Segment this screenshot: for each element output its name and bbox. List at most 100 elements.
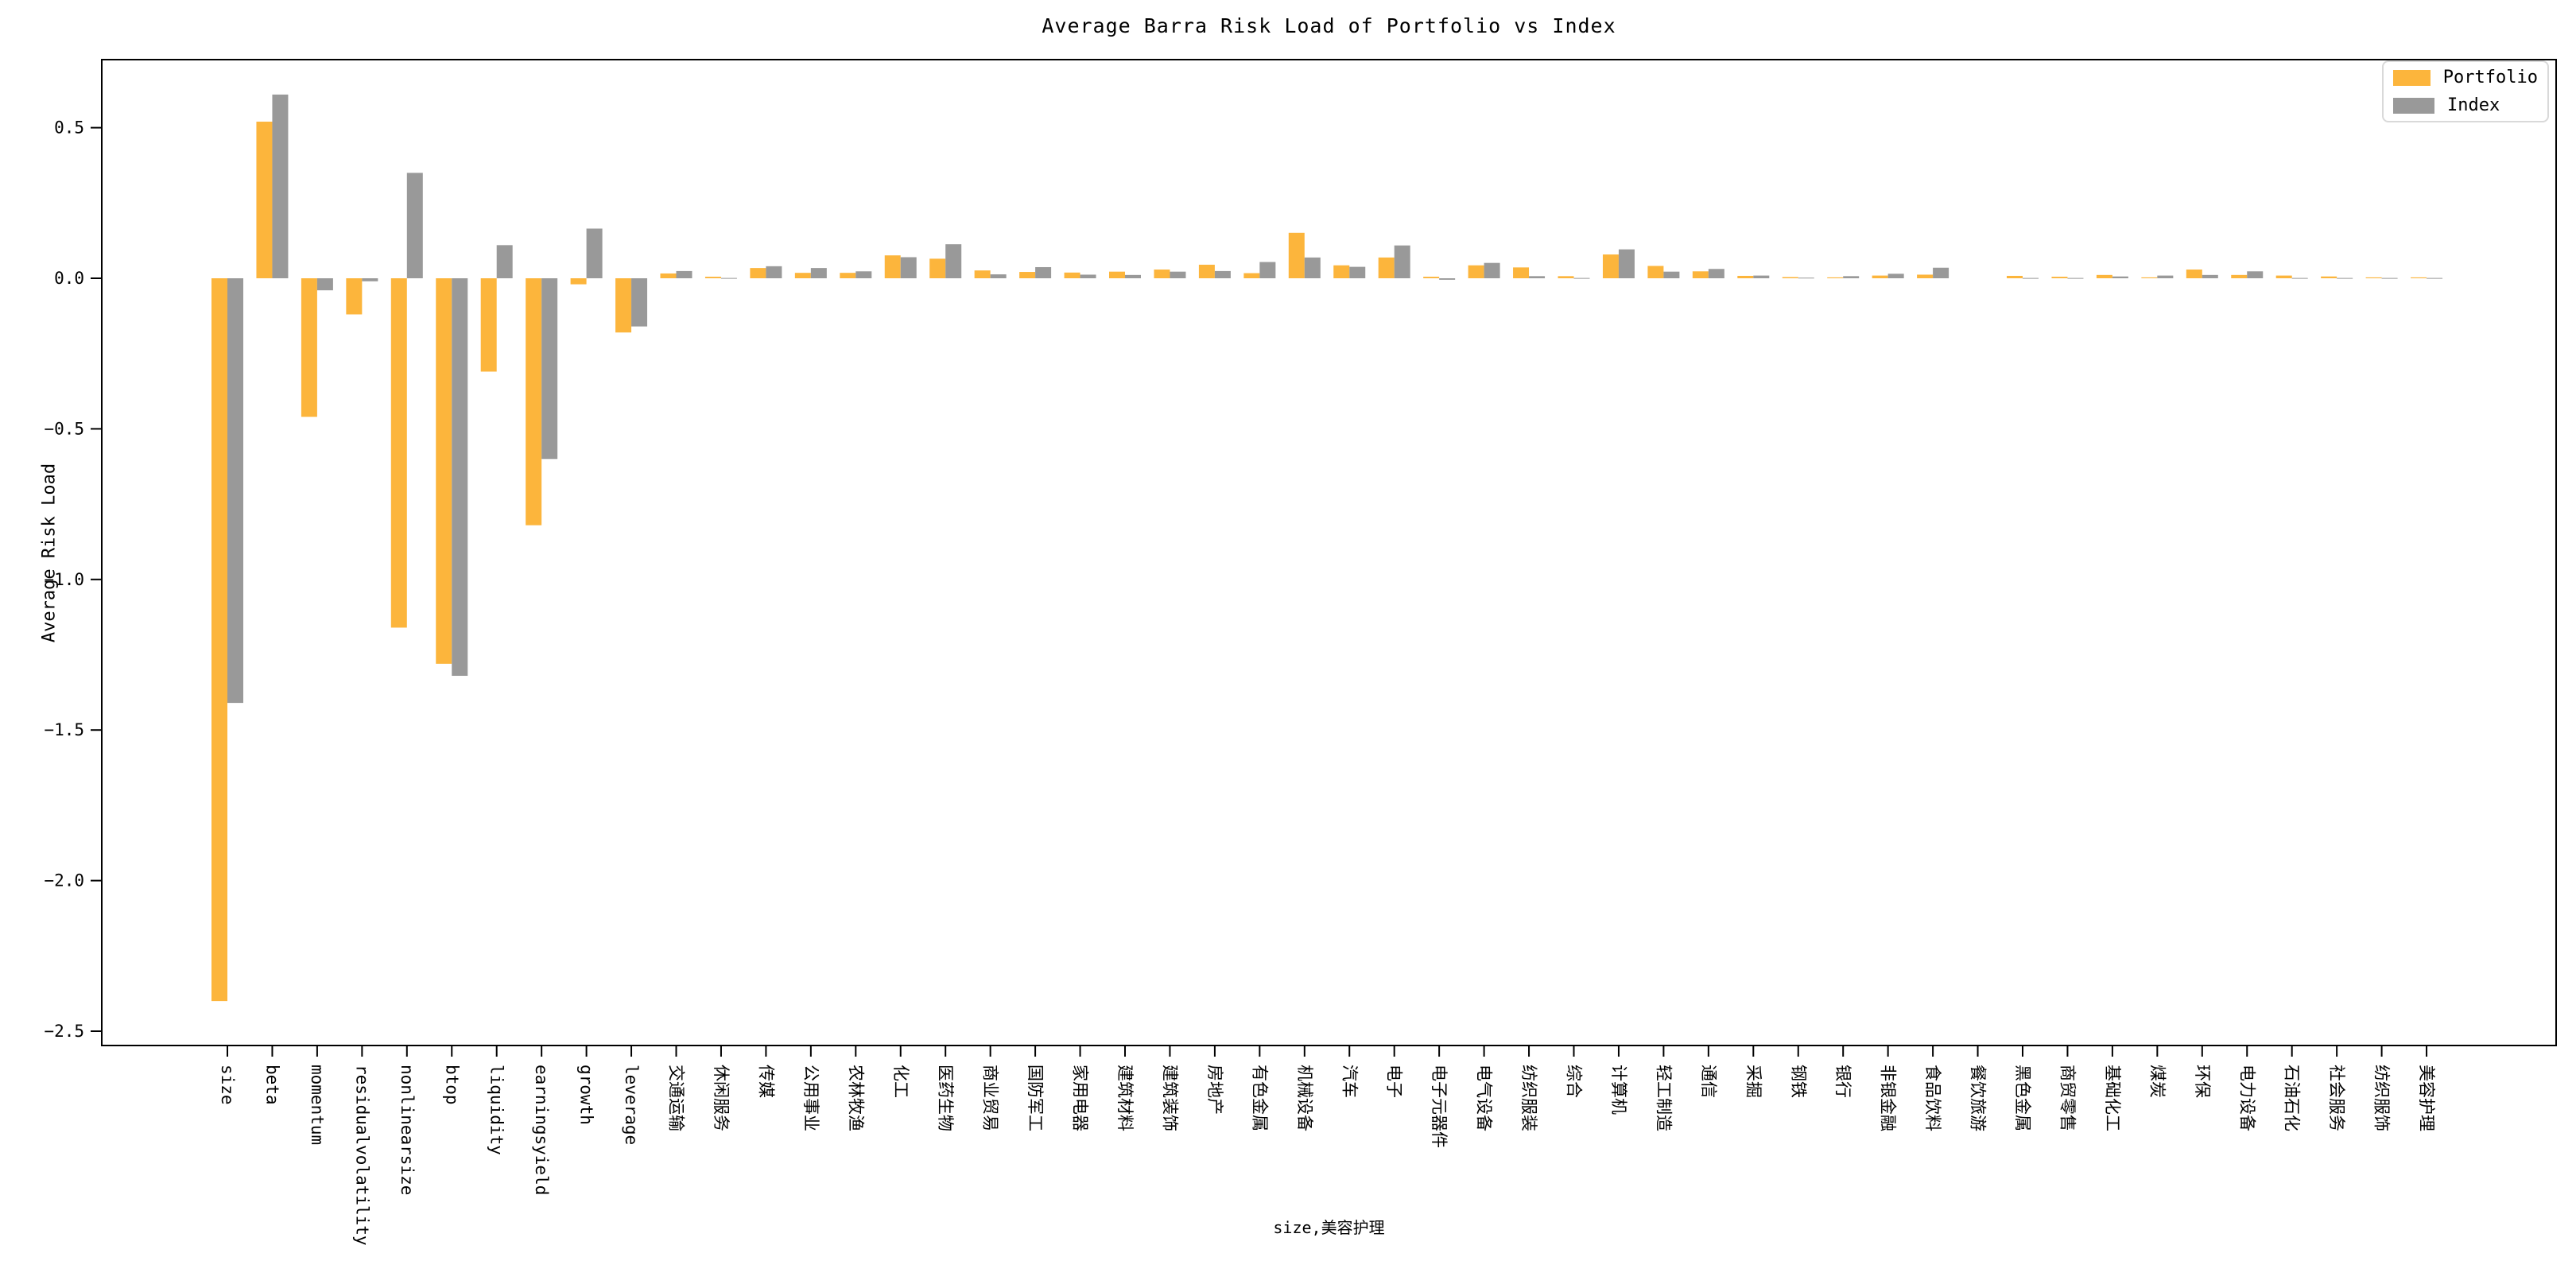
x-tick-label: 煤炭 — [2147, 1065, 2167, 1098]
x-tick-label: growth — [577, 1065, 596, 1125]
x-tick-label: 国防军工 — [1026, 1065, 1045, 1131]
bar-portfolio — [1827, 277, 1844, 278]
x-tick-label: 餐饮旅游 — [1969, 1065, 1988, 1131]
legend-label-portfolio: Portfolio — [2442, 68, 2538, 87]
bar-index — [316, 278, 333, 291]
plot-border — [101, 59, 2557, 1046]
x-tick-label: 基础化工 — [2103, 1065, 2122, 1131]
bar-portfolio — [1064, 272, 1080, 278]
bar-portfolio — [1198, 264, 1215, 278]
bar-portfolio — [2275, 275, 2292, 278]
x-tick-label: 纺织服装 — [1519, 1065, 1538, 1131]
bar-index — [1843, 276, 1860, 278]
x-tick-label: 商业贸易 — [981, 1065, 1000, 1131]
bar-index — [1214, 270, 1231, 278]
bar-index — [945, 244, 962, 278]
bar-index — [2337, 277, 2353, 279]
bar-index — [2112, 276, 2128, 278]
x-tick-label: liquidity — [487, 1065, 506, 1155]
bar-index — [2291, 277, 2308, 279]
x-tick-label: 通信 — [1699, 1065, 1718, 1098]
x-tick-label: 采掘 — [1744, 1065, 1763, 1098]
x-tick-label: 石油石化 — [2283, 1065, 2302, 1131]
y-tick-label: −2.0 — [44, 871, 84, 890]
bar-portfolio — [615, 278, 632, 333]
bar-portfolio — [2186, 270, 2202, 278]
bar-index — [541, 278, 558, 460]
bar-index — [2157, 275, 2174, 278]
x-tick-label: 电子元器件 — [1430, 1065, 1449, 1148]
bar-index — [1439, 278, 1456, 280]
y-tick-label: −0.5 — [44, 419, 84, 438]
bar-portfolio — [526, 278, 542, 526]
bar-portfolio — [2365, 277, 2382, 278]
bar-index — [2067, 277, 2084, 279]
x-tick-label: momentum — [308, 1065, 327, 1145]
bar-index — [1618, 249, 1635, 278]
x-tick-label: 公用事业 — [801, 1065, 821, 1131]
bar-portfolio — [1378, 257, 1395, 278]
bar-portfolio — [1872, 275, 1888, 278]
bar-portfolio — [750, 268, 766, 278]
x-tick-label: 银行 — [1833, 1065, 1852, 1098]
legend: Portfolio Index — [2382, 60, 2549, 122]
bar-portfolio — [1019, 272, 1036, 278]
legend-item-portfolio: Portfolio — [2393, 68, 2538, 87]
bar-index — [2427, 277, 2443, 279]
x-tick-label: 交通运输 — [667, 1065, 686, 1131]
bar-portfolio — [704, 277, 721, 278]
bar-portfolio — [346, 278, 363, 315]
bar-portfolio — [570, 278, 587, 285]
bar-index — [676, 270, 692, 278]
bar-portfolio — [1333, 265, 1350, 278]
x-tick-label: 汽车 — [1340, 1065, 1359, 1098]
bar-portfolio — [301, 278, 317, 417]
bar-index — [1394, 245, 1410, 278]
bar-index — [1529, 276, 1546, 278]
bar-index — [855, 271, 872, 278]
y-tick-label: 0.5 — [54, 118, 84, 138]
x-tick-label: nonlinearsize — [398, 1065, 417, 1195]
bar-index — [496, 245, 513, 278]
bar-portfolio — [660, 273, 677, 278]
x-tick-label: 综合 — [1565, 1065, 1584, 1098]
bar-index — [1080, 274, 1096, 278]
bar-index — [766, 266, 782, 278]
bar-index — [272, 94, 289, 278]
bar-portfolio — [2051, 277, 2068, 278]
x-tick-label: 电力设备 — [2237, 1065, 2256, 1131]
bar-portfolio — [1602, 254, 1619, 278]
y-tick-label: −2.5 — [44, 1022, 84, 1041]
bar-index — [720, 277, 737, 279]
x-tick-label: 商贸零售 — [2058, 1065, 2077, 1131]
bar-index — [227, 278, 243, 704]
bar-index — [586, 228, 603, 278]
bar-index — [2247, 271, 2264, 278]
x-tick-label: 农林牧渔 — [846, 1065, 865, 1131]
index-color-swatch — [2393, 97, 2434, 114]
bar-index — [406, 173, 423, 278]
x-tick-label: 非银金融 — [1879, 1065, 1898, 1131]
bar-index — [1798, 277, 1814, 279]
y-tick-label: 0.0 — [54, 269, 84, 288]
x-tick-label: 化工 — [891, 1065, 910, 1098]
bar-index — [990, 274, 1007, 278]
x-tick-label: 建筑装饰 — [1160, 1065, 1179, 1131]
x-tick-label: 美容护理 — [2417, 1065, 2436, 1131]
bar-portfolio — [1513, 267, 1530, 278]
bar-portfolio — [2096, 274, 2112, 278]
bar-portfolio — [1288, 232, 1305, 278]
x-tick-label: 黑色金属 — [2013, 1065, 2032, 1131]
y-axis-label: Average Risk Load — [39, 463, 60, 643]
bar-portfolio — [1917, 274, 1934, 278]
bar-portfolio — [2141, 277, 2158, 278]
x-tick-label: 钢铁 — [1789, 1065, 1808, 1098]
bar-index — [810, 268, 827, 278]
bar-portfolio — [211, 278, 227, 1002]
bar-index — [452, 278, 468, 677]
bar-portfolio — [884, 255, 901, 278]
x-tick-label: leverage — [622, 1065, 641, 1145]
bar-index — [1573, 277, 1590, 279]
x-tick-label: 环保 — [2193, 1065, 2212, 1098]
